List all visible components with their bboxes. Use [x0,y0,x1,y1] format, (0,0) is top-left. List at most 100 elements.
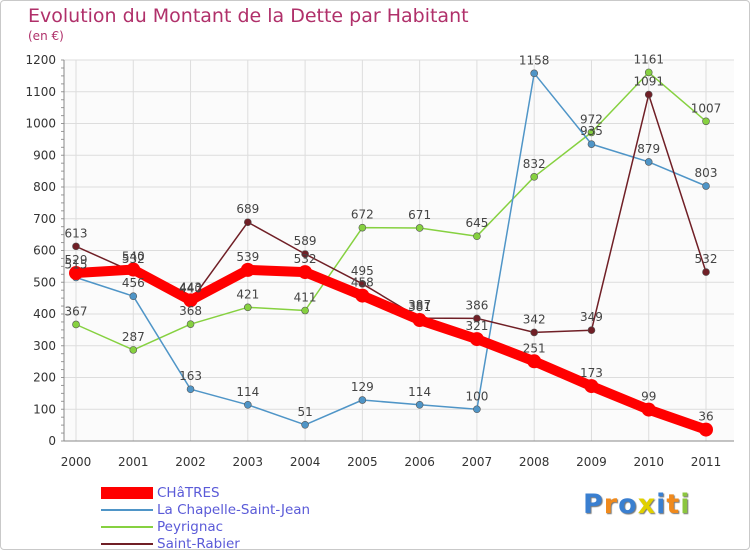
data-point-ch-tres [240,262,255,277]
data-point-ch-tres [126,262,141,277]
data-label-la-chapelle-saint-jean: 1158 [519,53,550,67]
chart-subtitle: (en €) [28,29,64,43]
x-tick-label: 2008 [519,455,550,469]
data-point-la-chapelle-saint-jean [129,292,138,301]
data-label-la-chapelle-saint-jean: 456 [122,276,145,290]
logo-letter: t [666,489,681,520]
y-tick-label: 300 [33,339,56,353]
logo-letter: x [637,489,657,520]
legend-item-chatres: CHâTRES [101,485,401,502]
data-point-ch-tres [584,379,599,394]
data-point-saint-rabier [587,326,596,334]
data-label-la-chapelle-saint-jean: 100 [465,389,488,403]
legend-label-saint-rabier: Saint-Rabier [157,536,240,550]
y-tick-label: 0 [48,434,56,448]
x-tick-label: 2004 [290,455,321,469]
data-point-saint-rabier [301,250,309,258]
x-tick-label: 2010 [633,455,664,469]
logo-letter: o [618,489,638,520]
data-label-saint-rabier: 589 [294,234,317,248]
data-label-la-chapelle-saint-jean: 879 [637,142,660,156]
data-point-la-chapelle-saint-jean [587,140,596,148]
data-point-ch-tres [69,266,83,281]
data-label-peyrignac: 1007 [691,101,722,115]
legend-label-chatres: CHâTRES [157,485,220,501]
data-point-ch-tres [699,422,713,437]
legend-item-la-chapelle-saint-jean: La Chapelle-Saint-Jean [101,502,401,519]
data-label-ch-tres: 381 [408,300,431,314]
legend-swatch-peyrignac [101,526,153,528]
data-label-saint-rabier: 349 [580,310,603,324]
data-label-la-chapelle-saint-jean: 803 [695,166,718,180]
data-point-peyrignac [415,224,424,232]
data-label-peyrignac: 832 [523,157,546,171]
data-label-ch-tres: 36 [698,410,713,424]
x-tick-label: 2007 [462,455,493,469]
data-label-ch-tres: 540 [122,250,145,264]
legend-label-peyrignac: Peyrignac [157,519,224,535]
y-tick-label: 800 [33,180,56,194]
data-label-peyrignac: 287 [122,330,145,344]
data-point-peyrignac [72,320,80,329]
data-label-saint-rabier: 613 [65,226,88,240]
y-tick-label: 1200 [25,53,56,67]
data-point-ch-tres [527,354,542,369]
data-label-saint-rabier: 342 [523,312,546,326]
data-label-ch-tres: 173 [580,366,603,380]
data-point-peyrignac [473,232,481,241]
data-label-saint-rabier: 386 [465,298,488,312]
x-tick-label: 2011 [691,455,722,469]
legend-swatch-chatres [101,487,153,499]
data-label-ch-tres: 539 [236,250,259,264]
data-label-la-chapelle-saint-jean: 129 [351,380,374,394]
data-label-peyrignac: 411 [294,291,317,305]
data-point-ch-tres [641,402,656,417]
logo-letter: i [680,489,691,520]
proxiti-logo: Proxiti [583,489,691,520]
x-tick-label: 2000 [61,455,92,469]
data-point-peyrignac [530,173,538,181]
data-label-la-chapelle-saint-jean: 114 [408,385,431,399]
x-tick-label: 2002 [175,455,206,469]
data-point-la-chapelle-saint-jean [702,182,710,190]
y-tick-label: 200 [33,371,56,385]
data-label-ch-tres: 251 [523,341,546,355]
data-label-saint-rabier: 387 [408,298,431,312]
data-label-la-chapelle-saint-jean: 51 [297,405,312,419]
y-tick-label: 400 [33,307,56,321]
data-point-peyrignac [702,117,710,126]
data-label-saint-rabier: 495 [351,264,374,278]
data-point-peyrignac [186,320,195,328]
legend: CHâTRES La Chapelle-Saint-Jean Peyrignac… [101,485,401,550]
data-point-la-chapelle-saint-jean [644,158,653,166]
data-point-peyrignac [129,346,138,354]
y-tick-label: 500 [33,275,56,289]
y-tick-label: 1000 [25,117,56,131]
data-point-ch-tres [298,265,313,280]
data-point-ch-tres [355,288,370,303]
data-label-saint-rabier: 532 [122,252,145,266]
data-point-saint-rabier [644,90,653,99]
x-tick-label: 2006 [404,455,435,469]
data-label-peyrignac: 972 [580,112,603,126]
y-tick-label: 100 [33,402,56,416]
data-point-peyrignac [358,223,367,232]
legend-item-saint-rabier: Saint-Rabier [101,536,401,550]
y-tick-label: 900 [33,148,56,162]
data-point-saint-rabier [358,280,367,288]
data-label-la-chapelle-saint-jean: 163 [179,369,202,383]
series-line-peyrignac [75,71,707,351]
series-line-la-chapelle-saint-jean [75,72,707,426]
y-tick-label: 1100 [25,85,56,99]
data-point-saint-rabier [72,242,80,251]
data-point-la-chapelle-saint-jean [415,401,424,409]
data-label-la-chapelle-saint-jean: 515 [65,257,88,271]
legend-item-peyrignac: Peyrignac [101,519,401,536]
data-label-ch-tres: 443 [179,280,202,294]
data-label-ch-tres: 532 [294,252,317,266]
data-label-peyrignac: 1161 [633,52,664,66]
y-tick-label: 600 [33,244,56,258]
data-label-peyrignac: 672 [351,208,374,222]
data-label-la-chapelle-saint-jean: 114 [236,385,259,399]
